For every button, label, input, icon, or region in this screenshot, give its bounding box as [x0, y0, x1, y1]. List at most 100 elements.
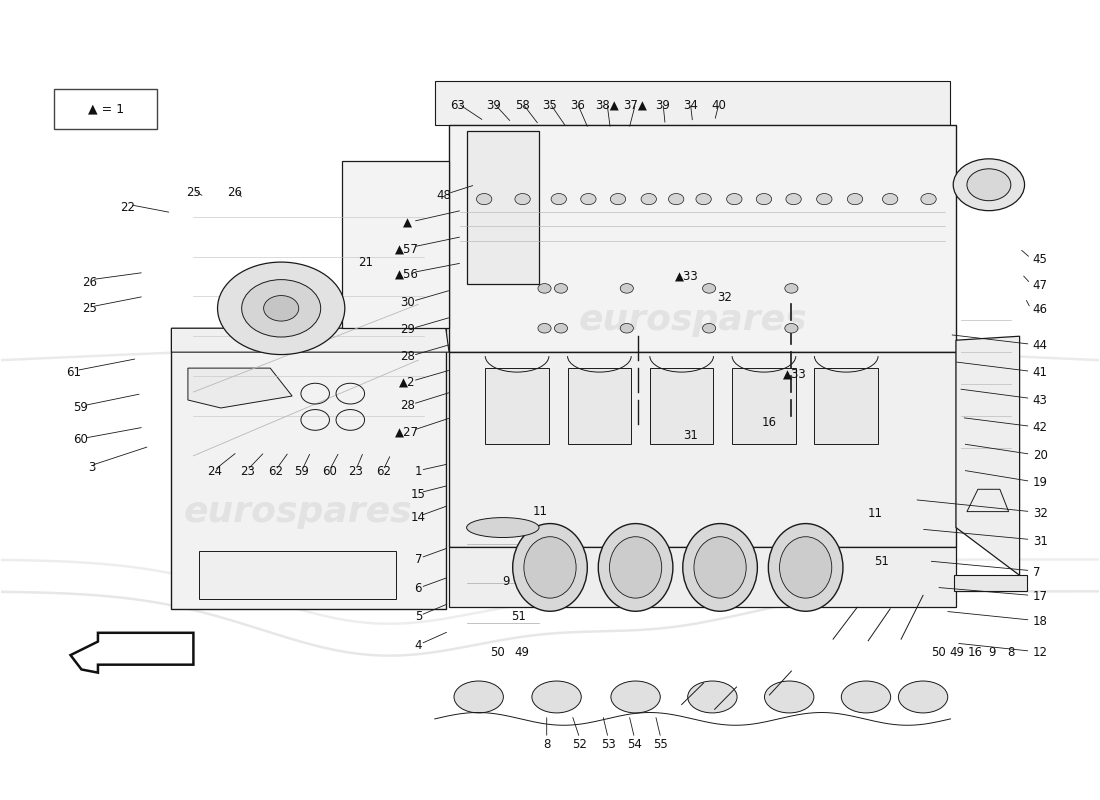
Text: 18: 18: [1033, 615, 1047, 628]
Text: 62: 62: [268, 466, 283, 478]
Circle shape: [847, 194, 862, 205]
Text: 63: 63: [450, 98, 465, 111]
Polygon shape: [956, 336, 1020, 575]
Text: 14: 14: [410, 510, 426, 524]
Text: 53: 53: [601, 738, 616, 751]
Text: 23: 23: [349, 466, 363, 478]
Text: eurospares: eurospares: [184, 494, 412, 529]
Text: 49: 49: [514, 646, 529, 659]
Text: 45: 45: [1033, 253, 1047, 266]
Circle shape: [264, 295, 299, 321]
Circle shape: [785, 194, 801, 205]
Ellipse shape: [688, 681, 737, 713]
Ellipse shape: [954, 159, 1024, 210]
Text: 34: 34: [683, 98, 697, 111]
Text: ▲27: ▲27: [395, 426, 419, 438]
Polygon shape: [466, 131, 539, 285]
Ellipse shape: [610, 681, 660, 713]
Circle shape: [538, 284, 551, 293]
Text: 21: 21: [359, 256, 373, 270]
Text: 3: 3: [88, 462, 95, 474]
Circle shape: [816, 194, 832, 205]
Text: 37▲: 37▲: [624, 98, 648, 111]
Bar: [485, 368, 549, 444]
Polygon shape: [172, 328, 446, 609]
Text: 7: 7: [1033, 566, 1041, 578]
Circle shape: [727, 194, 742, 205]
Text: 8: 8: [1008, 646, 1015, 659]
Circle shape: [538, 323, 551, 333]
Text: 7: 7: [415, 553, 422, 566]
Text: 61: 61: [66, 366, 81, 378]
Text: 19: 19: [1033, 477, 1048, 490]
Text: 50: 50: [931, 646, 946, 659]
Text: 51: 51: [873, 554, 889, 567]
Circle shape: [703, 284, 716, 293]
Circle shape: [696, 194, 712, 205]
Text: 58: 58: [515, 98, 530, 111]
Polygon shape: [449, 125, 956, 352]
FancyBboxPatch shape: [54, 89, 157, 129]
Text: 54: 54: [627, 738, 642, 751]
Text: 32: 32: [717, 291, 732, 305]
Text: 4: 4: [415, 639, 422, 652]
Ellipse shape: [764, 681, 814, 713]
Text: 60: 60: [73, 434, 88, 446]
Text: 16: 16: [968, 646, 983, 659]
Text: ▲56: ▲56: [395, 267, 419, 281]
Circle shape: [476, 194, 492, 205]
Text: eurospares: eurospares: [579, 303, 807, 338]
Text: 20: 20: [1033, 450, 1047, 462]
Text: ▲2: ▲2: [399, 376, 416, 389]
Text: 9: 9: [503, 575, 510, 588]
Text: 44: 44: [1033, 339, 1048, 352]
Polygon shape: [199, 551, 396, 599]
Text: 47: 47: [1033, 278, 1048, 292]
Text: 59: 59: [73, 402, 88, 414]
Text: 50: 50: [490, 646, 505, 659]
Text: 52: 52: [572, 738, 587, 751]
Polygon shape: [172, 328, 449, 352]
Ellipse shape: [524, 537, 576, 598]
Bar: [568, 368, 631, 444]
Ellipse shape: [694, 537, 746, 598]
Text: 60: 60: [322, 466, 337, 478]
Ellipse shape: [780, 537, 832, 598]
Text: 11: 11: [532, 505, 548, 518]
Text: 6: 6: [415, 582, 422, 595]
Text: 55: 55: [653, 738, 668, 751]
Circle shape: [921, 194, 936, 205]
Text: 30: 30: [400, 296, 415, 310]
Text: 29: 29: [400, 323, 415, 336]
Circle shape: [620, 284, 634, 293]
Text: 38▲: 38▲: [595, 98, 619, 111]
Ellipse shape: [899, 681, 948, 713]
Text: 13: 13: [514, 549, 529, 562]
Text: 31: 31: [1033, 534, 1047, 548]
Text: 25: 25: [186, 186, 201, 199]
Text: 42: 42: [1033, 422, 1048, 434]
Ellipse shape: [967, 169, 1011, 201]
Circle shape: [242, 280, 321, 337]
Circle shape: [620, 323, 634, 333]
Text: 11: 11: [867, 506, 882, 520]
Ellipse shape: [609, 537, 662, 598]
Text: 28: 28: [400, 350, 415, 363]
Text: 35: 35: [542, 98, 558, 111]
Ellipse shape: [683, 523, 758, 611]
Ellipse shape: [532, 681, 581, 713]
Polygon shape: [954, 575, 1027, 591]
Text: 62: 62: [376, 466, 390, 478]
Text: 9: 9: [988, 646, 996, 659]
Text: 10: 10: [520, 526, 536, 540]
Polygon shape: [341, 161, 449, 328]
Circle shape: [554, 323, 568, 333]
Text: 23: 23: [240, 466, 254, 478]
Polygon shape: [449, 547, 956, 607]
Text: 41: 41: [1033, 366, 1048, 379]
Circle shape: [581, 194, 596, 205]
Text: 24: 24: [207, 466, 222, 478]
Text: ▲: ▲: [403, 217, 411, 230]
Circle shape: [218, 262, 344, 354]
Text: ▲33: ▲33: [675, 270, 698, 283]
